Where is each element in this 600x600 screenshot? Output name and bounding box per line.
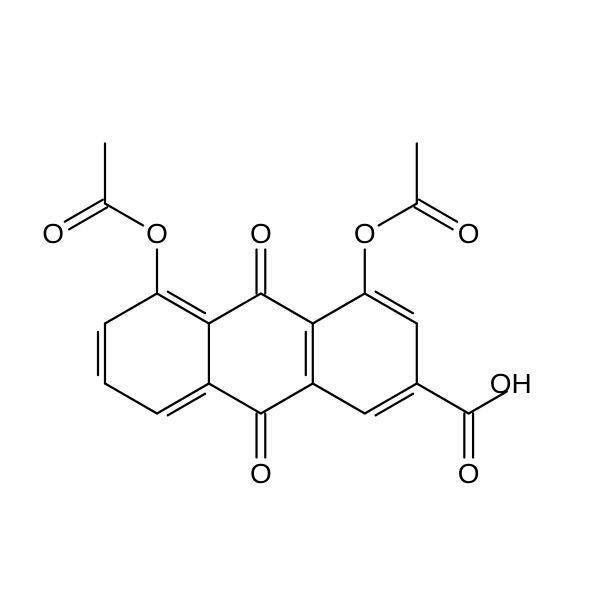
- atom-label: O: [250, 218, 272, 249]
- atom-label: O: [146, 218, 168, 249]
- atom-label: OH: [490, 368, 532, 399]
- atom-label: O: [42, 218, 64, 249]
- atom-label: O: [458, 458, 480, 489]
- chemical-structure-diagram: O O O O O O O OH: [0, 0, 600, 600]
- atom-label: O: [458, 218, 480, 249]
- atom-label: O: [250, 458, 272, 489]
- atom-label: O: [354, 218, 376, 249]
